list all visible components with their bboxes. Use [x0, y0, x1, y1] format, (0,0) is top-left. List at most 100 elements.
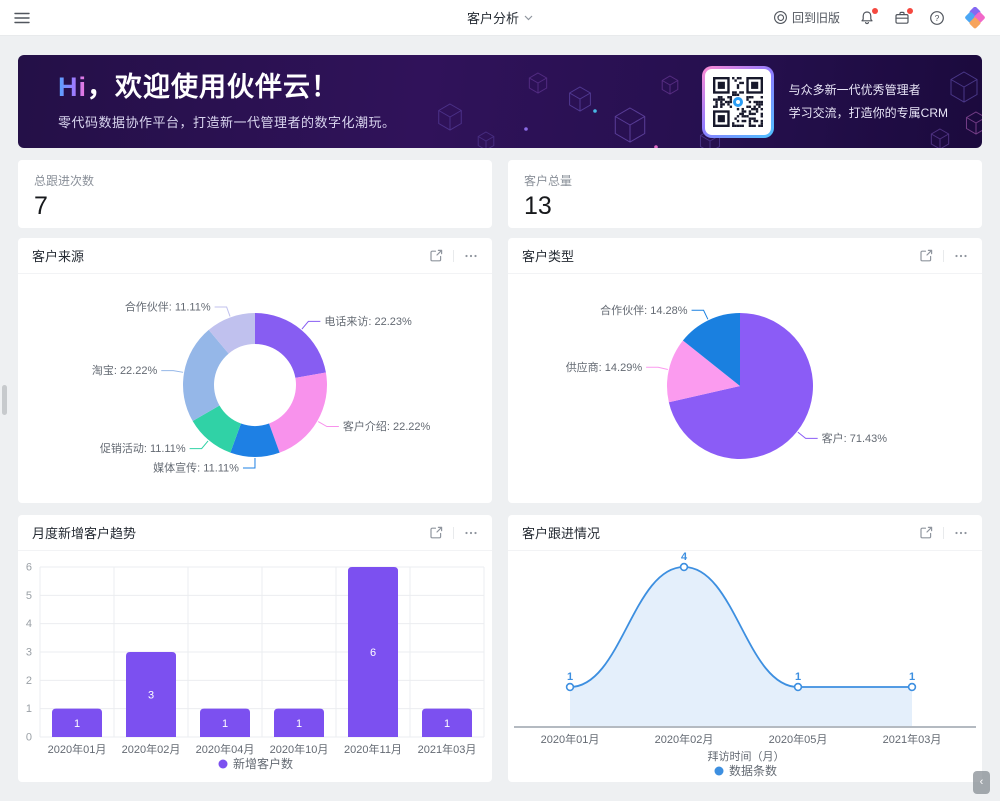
svg-text:新增客户数: 新增客户数: [233, 756, 293, 771]
svg-text:2021年03月: 2021年03月: [883, 732, 942, 746]
restore-icon: [774, 11, 787, 24]
svg-text:2020年01月: 2020年01月: [48, 742, 107, 756]
expand-icon[interactable]: [429, 526, 443, 540]
card-customer-source: 客户来源 电话来访: 22.23% 客户介绍: 22.22% 媒体宣传: 11.11…: [18, 238, 492, 503]
more-icon[interactable]: [464, 249, 478, 263]
svg-text:2020年05月: 2020年05月: [769, 732, 828, 746]
dashboard-content: Hi，欢迎使用伙伴云！ 零代码数据协作平台，打造新一代管理者的数字化潮玩。 与众…: [0, 36, 1000, 782]
svg-text:客户介绍: 22.22%: 客户介绍: 22.22%: [343, 419, 431, 433]
svg-text:客户: 71.43%: 客户: 71.43%: [822, 431, 888, 445]
briefcase-icon: [895, 11, 909, 24]
svg-text:4: 4: [681, 551, 688, 563]
stat-value: 7: [34, 192, 48, 220]
card-title: 客户来源: [32, 249, 85, 264]
svg-text:数据条数: 数据条数: [729, 763, 777, 778]
svg-text:1: 1: [222, 718, 228, 730]
svg-text:4: 4: [26, 618, 32, 630]
topbar: 客户分析 回到旧版: [0, 0, 1000, 36]
left-scrollbar[interactable]: [2, 385, 7, 415]
svg-text:促销活动: 11.11%: 促销活动: 11.11%: [100, 441, 186, 455]
divider: [453, 526, 454, 539]
stat-label: 总跟进次数: [34, 174, 95, 188]
bell-icon: [861, 10, 873, 24]
banner-decoration: [438, 66, 982, 148]
svg-text:合作伙伴: 14.28%: 合作伙伴: 14.28%: [600, 303, 688, 317]
svg-text:2: 2: [26, 675, 32, 687]
qr-code: [701, 65, 774, 138]
svg-text:6: 6: [26, 562, 32, 574]
svg-text:1: 1: [795, 671, 801, 683]
notification-badge: [872, 7, 878, 14]
hamburger-menu-icon[interactable]: [14, 11, 30, 25]
svg-text:合作伙伴: 11.11%: 合作伙伴: 11.11%: [125, 300, 211, 314]
banner-subtitle: 零代码数据协作平台，打造新一代管理者的数字化潮玩。: [58, 115, 396, 131]
customer-source-donut-chart: 电话来访: 22.23% 客户介绍: 22.22% 媒体宣传: 11.11% 促销活动…: [92, 300, 431, 475]
qr-caption-line1: 与众多新一代优秀管理者: [788, 82, 921, 97]
notifications-button[interactable]: [859, 7, 878, 26]
svg-text:淘宝: 22.22%: 淘宝: 22.22%: [92, 363, 158, 377]
svg-text:1: 1: [26, 703, 32, 715]
stat-card-total-customers: 客户总量 13: [508, 160, 982, 228]
svg-text:媒体宣传: 11.11%: 媒体宣传: 11.11%: [153, 461, 239, 475]
qr-caption: 与众多新一代优秀管理者 学习交流，打造你的专属CRM: [789, 79, 948, 125]
divider: [453, 249, 454, 262]
monthly-new-customers-bar-chart: 0 1 2 3 4 5 6 1 2020年01月 3 2020年02月 1 2020年04月 1 2020年…: [26, 562, 485, 771]
svg-text:供应商: 14.29%: 供应商: 14.29%: [566, 360, 643, 374]
qr-caption-line2: 学习交流，打造你的专属CRM: [788, 105, 948, 120]
workbench-badge: [907, 7, 913, 14]
topbar-actions: 回到旧版 ?: [773, 6, 986, 29]
customer-follow-up-line-chart: 1 2020年01月 4 2020年02月 1 2020年05月 1 2021年03月拜访时间…: [514, 551, 976, 778]
back-to-old-version-label: 回到旧版: [791, 11, 840, 25]
svg-text:3: 3: [26, 647, 32, 659]
svg-text:拜访时间（月）: 拜访时间（月）: [708, 750, 785, 763]
svg-text:5: 5: [26, 590, 32, 602]
svg-text:0: 0: [26, 732, 32, 744]
svg-text:1: 1: [567, 671, 573, 683]
workbench-button[interactable]: [894, 7, 913, 26]
stat-label: 客户总量: [524, 174, 573, 188]
question-icon: ?: [930, 10, 944, 25]
back-to-old-version-button[interactable]: 回到旧版: [773, 9, 840, 26]
welcome-banner: Hi，欢迎使用伙伴云！ 零代码数据协作平台，打造新一代管理者的数字化潮玩。 与众…: [18, 55, 982, 148]
expand-icon[interactable]: [919, 526, 933, 540]
banner-greeting: Hi，欢迎使用伙伴云！: [58, 71, 339, 102]
svg-text:2020年02月: 2020年02月: [122, 742, 181, 756]
svg-text:2020年11月: 2020年11月: [344, 742, 402, 756]
card-title: 客户跟进情况: [522, 526, 601, 541]
card-title: 客户类型: [522, 249, 575, 264]
chevron-down-icon: [524, 15, 533, 20]
divider: [943, 249, 944, 262]
help-button[interactable]: ?: [929, 10, 945, 26]
svg-text:3: 3: [148, 690, 154, 702]
charts-grid: 客户来源 电话来访: 22.23% 客户介绍: 22.22% 媒体宣传: 11.11…: [18, 238, 982, 782]
expand-icon[interactable]: [919, 249, 933, 263]
svg-text:2020年01月: 2020年01月: [541, 732, 600, 746]
svg-text:2020年04月: 2020年04月: [196, 742, 255, 756]
svg-text:?: ?: [935, 13, 940, 23]
card-customer-type: 客户类型 客户: 71.43% 供应商: 14.29% 合作伙伴: 14.28%: [508, 238, 982, 503]
svg-text:2020年02月: 2020年02月: [655, 732, 714, 746]
more-icon[interactable]: [464, 526, 478, 540]
stat-card-followups: 总跟进次数 7: [18, 160, 492, 228]
customer-type-pie-chart: 客户: 71.43% 供应商: 14.29% 合作伙伴: 14.28%: [566, 303, 888, 459]
more-icon[interactable]: [954, 249, 968, 263]
collapse-panel-button[interactable]: ‹: [973, 771, 990, 794]
card-title: 月度新增客户趋势: [32, 526, 137, 541]
expand-icon[interactable]: [429, 249, 443, 263]
svg-text:2021年03月: 2021年03月: [418, 742, 477, 756]
svg-text:1: 1: [296, 718, 302, 730]
stats-row: 总跟进次数 7 客户总量 13: [18, 160, 982, 228]
svg-text:2020年10月: 2020年10月: [270, 742, 329, 756]
app-logo[interactable]: [964, 6, 986, 29]
svg-text:1: 1: [909, 671, 915, 683]
more-icon[interactable]: [954, 526, 968, 540]
card-monthly-trend: 月度新增客户趋势 0 1 2 3 4 5 6 1 2020年01月 3 2020年02月 1 2020年…: [18, 515, 492, 782]
page-title-dropdown[interactable]: 客户分析: [467, 8, 533, 27]
divider: [943, 526, 944, 539]
svg-text:6: 6: [370, 647, 376, 659]
svg-text:1: 1: [444, 718, 450, 730]
card-follow-up: 客户跟进情况 1 2020年01月 4 2020年02月 1 2020年05月 1 2021年…: [508, 515, 982, 782]
svg-text:电话来访: 22.23%: 电话来访: 22.23%: [324, 315, 412, 328]
svg-text:1: 1: [74, 718, 80, 730]
page-title: 客户分析: [466, 11, 520, 26]
